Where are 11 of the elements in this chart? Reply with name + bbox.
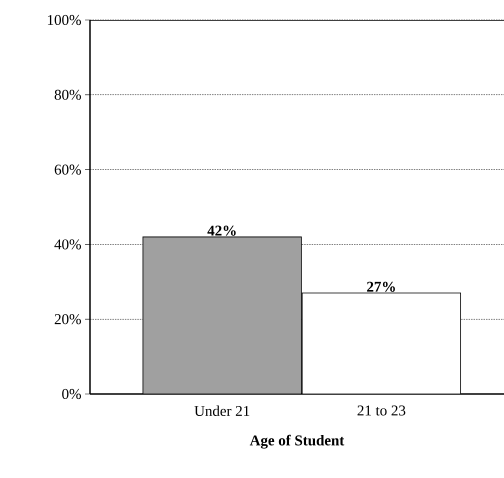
y-tick-label: 60%	[54, 164, 81, 175]
y-tick-label: 100%	[48, 14, 81, 26]
data-label: 27%	[367, 282, 395, 292]
y-tick-label: 20%	[54, 314, 81, 324]
y-tick-label: 40%	[54, 239, 81, 250]
x-axis-title: Age of Student	[250, 434, 344, 449]
y-tick-label: 0%	[62, 388, 81, 400]
data-label: 42%	[207, 226, 236, 236]
x-tick-label: 21 to 23	[358, 405, 406, 416]
y-tick-label: 80%	[54, 90, 81, 100]
x-tick-label: Under 21	[194, 406, 250, 416]
